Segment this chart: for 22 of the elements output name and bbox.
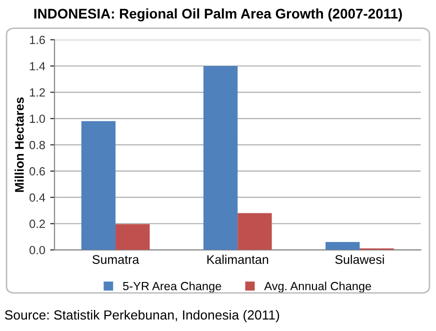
legend-label: Avg. Annual Change [264, 282, 372, 293]
source-note: Source: Statistik Perkebunan, Indonesia (2011) [4, 310, 280, 322]
bar [326, 242, 360, 250]
y-tick-label: 0.2 [30, 220, 45, 228]
x-tick-label: Kalimantan [207, 254, 268, 264]
bar [203, 66, 238, 250]
y-tick-label: 0.4 [30, 193, 46, 202]
bar [116, 224, 150, 250]
y-tick-label: 0.8 [30, 140, 45, 150]
y-tick-label: 1.4 [30, 62, 46, 70]
bar [81, 121, 116, 250]
chart-title: INDONESIA: Regional Oil Palm Area Growth (2007-2011) [34, 8, 402, 22]
y-tick-label: 0.0 [30, 246, 46, 254]
y-tick-label: 1.0 [30, 114, 46, 123]
y-tick-label: 0.6 [30, 167, 45, 176]
y-axis-title: Million Hectares [14, 97, 24, 192]
y-tick-label: 1.2 [30, 88, 45, 97]
x-tick-label: Sulawesi [335, 254, 384, 264]
bar [238, 213, 272, 250]
legend-label: 5-YR Area Change [123, 282, 222, 293]
x-tick-label: Sumatra [92, 255, 140, 264]
y-tick-label: 1.6 [30, 36, 45, 44]
